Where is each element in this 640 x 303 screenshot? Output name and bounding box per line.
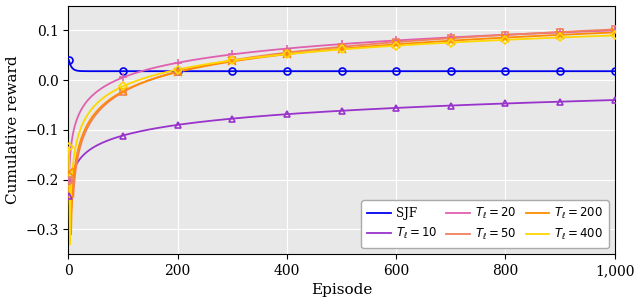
Line: $T_\ell = 10$: $T_\ell = 10$ [69, 100, 614, 196]
$T_\ell = 400$ [501, 38, 509, 42]
SJF [440, 69, 448, 73]
$T_\ell = 400$ [65, 145, 73, 149]
Line: $T_\ell = 50$: $T_\ell = 50$ [69, 29, 614, 214]
$T_\ell = 50$ [67, 212, 74, 215]
$T_\ell = 50$ [611, 28, 618, 31]
SJF [121, 69, 129, 73]
$T_\ell = 10$ [286, 112, 294, 116]
Line: $T_\ell = 20$: $T_\ell = 20$ [69, 30, 614, 181]
$T_\ell = 10$ [121, 133, 129, 137]
$T_\ell = 20$ [491, 33, 499, 37]
$T_\ell = 10$ [491, 102, 499, 106]
$T_\ell = 20$ [440, 36, 447, 40]
$T_\ell = 50$ [286, 50, 294, 54]
$T_\ell = 50$ [440, 37, 448, 41]
$T_\ell = 10$ [65, 195, 73, 198]
SJF [65, 58, 73, 62]
$T_\ell = 200$ [286, 52, 294, 56]
SJF [286, 69, 294, 73]
$T_\ell = 50$ [501, 33, 509, 37]
$T_\ell = 200$ [501, 36, 509, 39]
SJF [501, 69, 509, 73]
X-axis label: Episode: Episode [311, 283, 372, 298]
SJF [492, 69, 499, 73]
$T_\ell = 20$ [611, 28, 618, 32]
Line: $T_\ell = 200$: $T_\ell = 200$ [69, 32, 614, 234]
SJF [166, 69, 174, 73]
$T_\ell = 50$ [306, 48, 314, 52]
Line: SJF: SJF [69, 60, 614, 71]
$T_\ell = 20$ [121, 75, 129, 78]
$T_\ell = 10$ [305, 111, 313, 115]
$T_\ell = 400$ [440, 41, 448, 45]
SJF [306, 69, 314, 73]
Line: $T_\ell = 400$: $T_\ell = 400$ [69, 35, 614, 244]
Legend: SJF, $T_\ell = 10$, $T_\ell = 20$, $T_\ell = 50$, $T_\ell = 200$, $T_\ell = 400$: SJF, $T_\ell = 10$, $T_\ell = 20$, $T_\e… [361, 200, 609, 248]
$T_\ell = 20$ [305, 45, 313, 48]
$T_\ell = 10$ [440, 104, 447, 108]
$T_\ell = 400$ [66, 242, 74, 246]
$T_\ell = 20$ [500, 33, 508, 37]
$T_\ell = 200$ [611, 31, 618, 34]
$T_\ell = 200$ [306, 50, 314, 54]
$T_\ell = 200$ [65, 170, 73, 174]
$T_\ell = 400$ [611, 34, 618, 37]
$T_\ell = 10$ [611, 98, 618, 102]
$T_\ell = 200$ [122, 88, 129, 92]
$T_\ell = 200$ [492, 36, 499, 40]
SJF [611, 69, 618, 73]
$T_\ell = 50$ [492, 34, 499, 37]
$T_\ell = 200$ [440, 39, 448, 43]
Y-axis label: Cumulative reward: Cumulative reward [6, 55, 20, 204]
$T_\ell = 400$ [286, 52, 294, 56]
$T_\ell = 50$ [65, 178, 73, 181]
$T_\ell = 20$ [65, 179, 73, 183]
$T_\ell = 10$ [500, 102, 508, 105]
$T_\ell = 400$ [306, 50, 314, 54]
$T_\ell = 400$ [492, 38, 499, 42]
$T_\ell = 50$ [122, 89, 129, 93]
$T_\ell = 200$ [67, 232, 75, 236]
$T_\ell = 400$ [122, 83, 129, 87]
$T_\ell = 20$ [286, 46, 294, 50]
